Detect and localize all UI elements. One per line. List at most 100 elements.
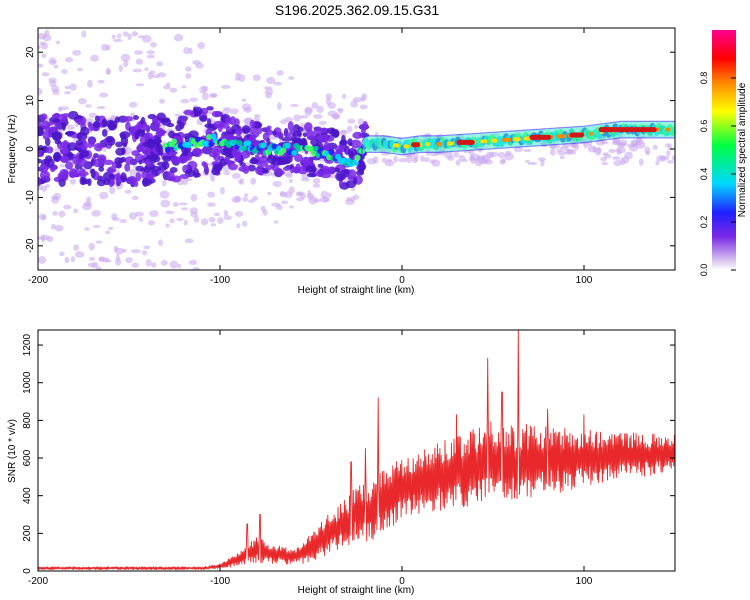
- spectrogram-noise-cell: [73, 244, 80, 251]
- spectrogram-energy-cell: [60, 155, 70, 163]
- spectrogram-noise-cell: [51, 196, 60, 204]
- spectrogram-noise-cell: [223, 209, 229, 217]
- spectrogram-noise-cell: [652, 144, 658, 150]
- spectrogram-noise-cell: [231, 172, 241, 179]
- spectrogram-xlabel: Height of straight line (km): [298, 285, 415, 296]
- snr-series-line: [38, 330, 675, 571]
- spectrogram-noise-cell: [96, 106, 106, 110]
- spectrogram-energy-cell: [124, 156, 135, 165]
- spectrogram-energy-cell: [272, 130, 277, 136]
- spectrogram-energy-cell: [294, 166, 299, 174]
- spectrogram-noise-cell: [108, 186, 116, 195]
- spectrogram-energy-cell: [152, 138, 163, 144]
- spectrogram-noise-cell: [180, 98, 190, 104]
- spectrogram-energy-cell: [75, 118, 85, 124]
- spectrogram-noise-cell: [656, 155, 666, 162]
- spectrogram-energy-cell: [177, 155, 189, 164]
- spectrogram-energy-cell: [101, 118, 108, 128]
- colorbar-ticks: 0.0 0.2 0.4 0.6 0.8: [699, 72, 736, 277]
- spectrogram-noise-cell: [354, 124, 359, 129]
- spectrogram-energy-cell: [179, 174, 190, 180]
- spectrogram-noise-cell: [173, 201, 179, 208]
- spectrogram-noise-cell: [265, 76, 276, 85]
- spectrogram-energy-cell: [223, 147, 233, 157]
- spectrogram-noise-cell: [229, 108, 239, 115]
- spectrogram-noise-cell: [318, 120, 327, 126]
- spectrogram-energy-cell: [348, 150, 355, 159]
- spectrogram-x-axis: -200 -100 0 100: [28, 28, 593, 286]
- spectrogram-band-cell: [280, 147, 287, 154]
- spectrogram-noise-cell: [57, 106, 63, 112]
- spectrogram-noise-cell: [169, 218, 175, 224]
- spectrogram-noise-cell: [613, 159, 623, 167]
- spectrogram-energy-cell: [75, 139, 84, 146]
- spectrogram-noise-cell: [253, 115, 261, 122]
- spectrogram-noise-cell: [325, 93, 332, 100]
- colorbar-tick-label: 0.6: [699, 120, 709, 133]
- spectrogram-noise-cell: [64, 256, 70, 264]
- spectrogram-noise-cell: [147, 72, 153, 80]
- spectrogram-energy-cell: [44, 155, 53, 163]
- spectrogram-noise-cell: [347, 125, 353, 133]
- spectrogram-energy-cell: [106, 168, 115, 173]
- spectrogram-energy-cell: [152, 125, 159, 131]
- spectrogram-noise-cell: [128, 101, 138, 108]
- spectrogram-noise-cell: [600, 156, 608, 162]
- spectrogram-noise-cell: [40, 42, 48, 50]
- spectrogram-energy-cell: [124, 163, 131, 172]
- spectrogram-noise-cell: [260, 205, 266, 212]
- spectrogram-noise-cell: [128, 212, 137, 220]
- spectrogram-noise-cell: [254, 114, 261, 118]
- spectrogram-noise-cell: [413, 153, 419, 162]
- spectrogram-energy-cell: [136, 129, 146, 137]
- spectrogram-noise-cell: [265, 92, 272, 99]
- spectrogram-noise-cell: [208, 216, 216, 223]
- colorbar-tick-label: 0.2: [699, 216, 709, 229]
- spectrogram-noise-cell: [81, 30, 87, 38]
- spectrogram-energy-cell: [114, 116, 120, 124]
- spectrogram-energy-cell: [53, 151, 61, 159]
- spectrogram-y-tick-label: 0: [25, 146, 36, 152]
- spectrogram-energy-cell: [360, 126, 367, 134]
- spectrogram-noise-cell: [41, 72, 50, 77]
- spectrogram-noise-cell: [263, 86, 273, 90]
- spectrogram-noise-cell: [398, 157, 408, 163]
- spectrogram-noise-cell: [276, 70, 284, 76]
- spectrogram-energy-cell: [335, 171, 345, 182]
- spectrogram-energy-cell: [94, 115, 100, 123]
- snr-y-tick-label: 1200: [22, 334, 33, 357]
- spectrogram-noise-cell: [138, 217, 144, 222]
- spectrogram-band-cell: [208, 141, 215, 148]
- spectrogram-peak-cell: [502, 137, 512, 142]
- spectrogram-noise-cell: [597, 146, 602, 154]
- spectrogram-noise-cell: [77, 67, 83, 72]
- spectrogram-noise-cell: [169, 260, 179, 269]
- spectrogram-energy-cell: [317, 163, 324, 168]
- snr-y-tick-label: 0: [22, 568, 33, 574]
- spectrogram-noise-cell: [134, 50, 143, 55]
- spectrogram-noise-cell: [500, 158, 507, 164]
- spectrogram-noise-cell: [223, 215, 232, 221]
- spectrogram-energy-cell: [287, 121, 294, 131]
- spectrogram-energy-cell: [42, 130, 50, 141]
- spectrogram-noise-cell: [99, 92, 109, 98]
- spectrogram-energy-cell: [271, 165, 280, 172]
- spectrogram-noise-cell: [601, 141, 609, 145]
- spectrogram-noise-cell: [429, 159, 436, 164]
- spectrogram-y-tick-label: 20: [25, 46, 36, 58]
- spectrogram-energy-cell: [169, 166, 178, 173]
- spectrogram-energy-cell: [120, 172, 127, 183]
- spectrogram-noise-cell: [38, 32, 46, 40]
- spectrogram-noise-cell: [55, 40, 61, 45]
- spectrogram-noise-cell: [289, 205, 295, 209]
- colorbar-tick-label: 0.0: [699, 264, 709, 277]
- snr-y-tick-label: 1000: [22, 371, 33, 394]
- spectrogram-energy-cell: [352, 131, 363, 139]
- spectrogram-noise-cell: [244, 193, 249, 198]
- spectrogram-band-cell: [354, 154, 361, 161]
- spectrogram-energy-cell: [96, 144, 104, 149]
- spectrogram-noise-cell: [101, 43, 109, 52]
- spectrogram-noise-cell: [61, 69, 68, 74]
- spectrogram-energy-cell: [282, 156, 293, 164]
- spectrogram-noise-cell: [234, 195, 242, 203]
